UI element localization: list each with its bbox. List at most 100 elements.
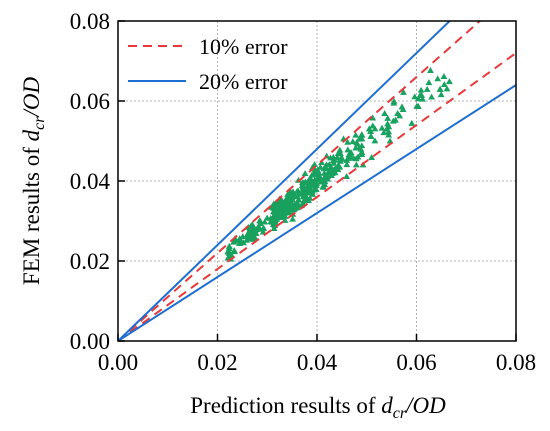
scatter-point <box>291 203 298 210</box>
scatter-point <box>281 212 289 219</box>
scatter-point <box>335 161 342 168</box>
scatter-point <box>256 217 264 224</box>
scatter-point <box>384 114 392 121</box>
y-tick-label: 0.02 <box>70 249 110 274</box>
scatter-point <box>298 179 306 186</box>
scatter-point <box>328 170 336 177</box>
scatter-point <box>367 132 375 139</box>
scatter-point <box>316 163 324 170</box>
axis-ticks: 0.00 0.02 0.04 0.06 0.08 0.00 0.02 0.04 0.06 0.08 <box>70 9 536 375</box>
scatter-point <box>349 138 357 145</box>
scatter-point <box>263 214 271 221</box>
scatter-point <box>293 199 301 205</box>
scatter-point <box>369 122 377 129</box>
scatter-point <box>271 205 279 212</box>
scatter-point <box>309 190 317 197</box>
scatter-point <box>371 125 379 132</box>
reference-line <box>118 21 452 341</box>
scatter-point <box>425 79 433 86</box>
scatter-point <box>358 135 366 142</box>
scatter-point <box>281 206 289 213</box>
scatter-point <box>315 169 323 176</box>
scatter-point <box>440 81 448 88</box>
scatter-point <box>417 86 425 93</box>
scatter-point <box>248 221 256 228</box>
scatter-point <box>282 199 290 206</box>
scatter-point <box>247 228 255 235</box>
scatter-point <box>270 225 278 231</box>
scatter-point <box>337 155 345 162</box>
scatter-point <box>274 212 282 219</box>
scatter-point <box>286 209 294 216</box>
x-axis-title: Prediction results of dcr/OD <box>190 393 446 422</box>
scatter-point <box>285 203 293 210</box>
x-tick-label: 0.00 <box>98 350 138 375</box>
reference-lines <box>118 21 516 341</box>
x-tick-label: 0.06 <box>396 350 436 375</box>
scatter-point <box>334 149 342 156</box>
scatter-point <box>261 218 269 225</box>
scatter-point <box>384 120 391 127</box>
y-tick-label: 0.08 <box>70 9 110 34</box>
scatter-point <box>399 105 407 112</box>
scatter-point <box>312 185 319 192</box>
scatter-point <box>276 204 284 211</box>
scatter-point <box>446 78 453 85</box>
scatter-point <box>312 182 320 189</box>
scatter-point <box>352 144 360 151</box>
y-tick-label: 0.06 <box>70 89 110 114</box>
scatter-point <box>281 209 288 216</box>
scatter-point <box>303 195 311 202</box>
scatter-point <box>295 176 302 183</box>
scatter-point <box>427 67 434 73</box>
scatter-point <box>369 114 377 121</box>
scatter-points <box>224 67 453 262</box>
scatter-point <box>269 215 277 222</box>
scatter-point <box>251 226 259 233</box>
scatter-point <box>350 154 358 161</box>
scatter-point <box>443 85 451 92</box>
scatter-point <box>358 148 366 155</box>
scatter-point <box>400 88 407 95</box>
scatter-point <box>231 248 239 255</box>
scatter-point <box>381 110 389 117</box>
x-tick-label: 0.08 <box>496 350 536 375</box>
scatter-point <box>225 253 233 260</box>
scatter-point <box>230 238 238 245</box>
x-tick-label: 0.04 <box>297 350 338 375</box>
scatter-point <box>411 93 419 100</box>
scatter-point <box>390 97 398 104</box>
scatter-point <box>331 156 338 163</box>
scatter-point <box>289 215 297 222</box>
scatter-point <box>437 91 445 98</box>
scatter-point <box>303 189 311 196</box>
scatter-point <box>303 185 311 192</box>
scatter-point <box>236 240 243 246</box>
scatter-point <box>343 161 351 168</box>
scatter-point <box>252 230 260 236</box>
scatter-point <box>319 183 327 190</box>
scatter-point <box>243 236 250 243</box>
scatter-point <box>271 209 279 216</box>
scatter-point <box>436 85 444 92</box>
reference-line <box>118 84 516 341</box>
scatter-point <box>236 235 244 242</box>
scatter-point <box>322 164 330 171</box>
scatter-point <box>371 137 379 144</box>
scatter-point <box>408 119 416 126</box>
legend-label-10pct: 10% error <box>199 34 288 59</box>
scatter-point <box>352 161 360 168</box>
scatter-point <box>290 206 298 213</box>
scatter-point <box>344 146 352 153</box>
scatter-point <box>345 151 353 158</box>
scatter-point <box>380 129 388 136</box>
scatter-point <box>310 171 317 177</box>
scatter-point <box>276 200 284 207</box>
scatter-point <box>320 169 328 176</box>
scatter-point <box>344 138 352 145</box>
scatter-point <box>367 127 374 134</box>
scatter-point <box>440 72 448 79</box>
scatter-point <box>225 243 233 250</box>
scatter-point <box>353 139 361 146</box>
